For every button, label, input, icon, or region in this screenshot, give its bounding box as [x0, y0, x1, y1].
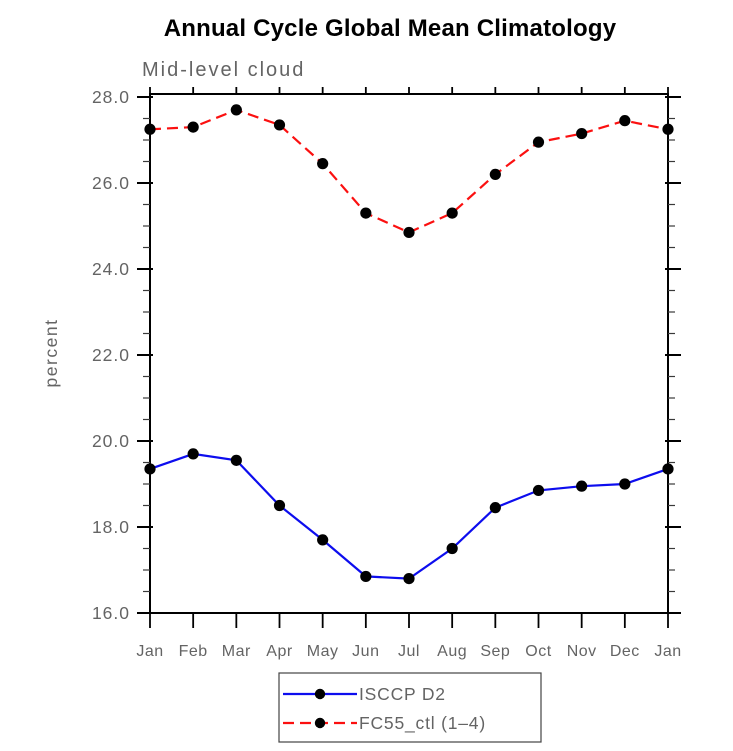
data-point-marker	[230, 454, 242, 466]
y-tick-label: 24.0	[92, 259, 130, 279]
data-point-marker	[662, 463, 674, 475]
x-tick-label: Sep	[480, 643, 510, 660]
plot-frame	[149, 93, 669, 614]
y-tick-label: 26.0	[92, 173, 130, 193]
data-point-marker	[532, 484, 545, 497]
data-point-marker	[489, 502, 501, 514]
legend-box	[278, 672, 542, 743]
data-point-marker	[187, 121, 199, 133]
x-tick-label: Apr	[266, 643, 293, 660]
data-point-marker	[187, 448, 199, 460]
y-tick-label: 28.0	[92, 87, 130, 107]
data-point-marker	[619, 115, 631, 127]
y-axis-title: percent	[41, 319, 61, 388]
y-tick-label: 20.0	[92, 431, 130, 451]
data-point-marker	[360, 207, 372, 219]
data-point-marker	[317, 158, 329, 170]
data-point-marker	[532, 136, 545, 148]
data-point-marker	[489, 168, 501, 180]
data-point-marker	[619, 478, 631, 490]
data-point-marker	[446, 207, 458, 219]
data-point-marker	[576, 480, 588, 492]
data-point-marker	[144, 463, 156, 475]
y-tick-label: 22.0	[92, 345, 130, 365]
legend-item-label: ISCCP D2	[359, 684, 446, 704]
data-point-marker	[576, 127, 588, 140]
data-point-marker	[403, 573, 415, 585]
data-point-marker	[273, 119, 286, 131]
y-tick-label: 18.0	[92, 517, 130, 537]
chart-title: Annual Cycle Global Mean Climatology	[163, 15, 617, 42]
data-point-marker	[403, 226, 415, 239]
legend-marker-sample	[314, 688, 326, 700]
x-tick-label: Jul	[398, 643, 420, 660]
x-tick-label: Mar	[222, 643, 251, 660]
data-point-marker	[230, 104, 242, 116]
x-tick-label: Dec	[610, 643, 640, 660]
x-tick-label: Oct	[525, 643, 551, 660]
x-tick-label: Jan	[136, 643, 163, 660]
series-line-isccp-d2	[149, 452, 669, 580]
data-point-marker	[317, 534, 329, 546]
x-tick-label: Nov	[567, 643, 597, 660]
x-tick-label: Jun	[352, 643, 379, 660]
data-point-marker	[446, 542, 458, 555]
data-point-marker	[662, 123, 674, 135]
x-tick-label: May	[307, 643, 339, 660]
series-line-fc55-ctl	[149, 108, 669, 234]
x-tick-label: Jan	[654, 643, 681, 660]
data-point-marker	[273, 499, 286, 512]
x-tick-label: Feb	[179, 643, 208, 660]
legend-item-label: FC55_ctl (1–4)	[359, 713, 486, 734]
chart-subtitle: Mid-level cloud	[142, 59, 306, 81]
data-point-marker	[144, 123, 156, 135]
data-point-marker	[360, 570, 372, 583]
y-tick-label: 16.0	[92, 603, 130, 623]
x-tick-label: Aug	[437, 643, 467, 660]
legend-marker-sample	[314, 717, 326, 729]
